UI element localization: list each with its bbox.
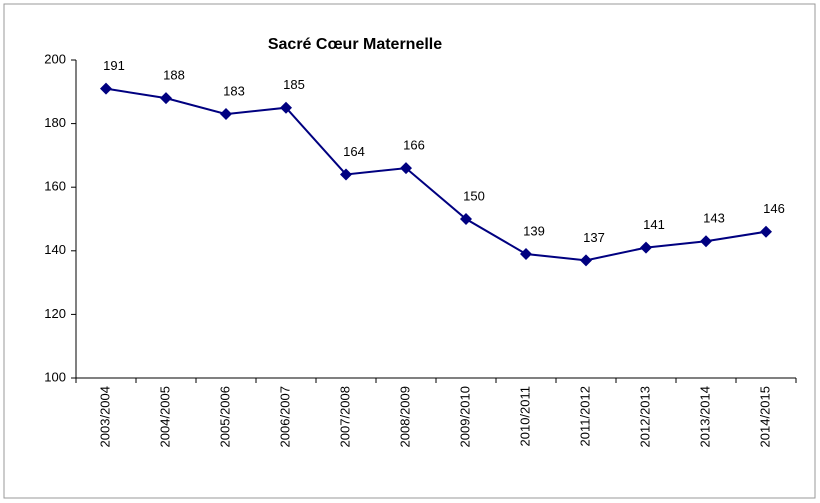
x-tick-label: 2011/2012 (577, 386, 592, 447)
data-label: 188 (163, 68, 185, 83)
marker (580, 254, 592, 267)
data-label: 146 (763, 201, 785, 216)
x-tick-label: 2005/2006 (217, 386, 232, 447)
data-label: 166 (403, 138, 425, 153)
marker (520, 247, 532, 260)
x-tick-label: 2007/2008 (337, 386, 352, 447)
x-tick-label: 2010/2011 (517, 386, 532, 447)
y-tick-label: 200 (44, 51, 66, 66)
marker (460, 213, 472, 225)
marker (640, 241, 652, 254)
x-tick-label: 2013/2014 (697, 386, 712, 447)
data-label: 164 (343, 144, 365, 159)
data-label: 137 (583, 230, 605, 245)
x-tick-label: 2006/2007 (277, 386, 292, 447)
data-label: 191 (103, 58, 125, 73)
data-label: 141 (643, 217, 665, 232)
y-tick-label: 120 (44, 306, 66, 321)
y-tick-label: 180 (44, 115, 66, 130)
chart-frame (3, 3, 816, 499)
marker (760, 225, 772, 238)
x-tick-label: 2014/2015 (757, 386, 772, 447)
x-tick-label: 2004/2005 (157, 386, 172, 447)
x-tick-label: 2008/2009 (397, 386, 412, 447)
y-tick-label: 140 (44, 242, 66, 257)
data-label: 139 (523, 223, 545, 238)
marker (400, 162, 412, 175)
x-tick-label: 2012/2013 (637, 386, 652, 447)
y-tick-label: 100 (44, 369, 66, 384)
data-label: 183 (223, 83, 245, 98)
marker (100, 82, 112, 95)
chart-title: Sacré Cœur Maternelle (268, 36, 442, 53)
x-tick-label: 2009/2010 (457, 386, 472, 447)
y-tick-label: 160 (44, 179, 66, 194)
marker (280, 101, 292, 114)
marker (220, 108, 232, 121)
data-label: 143 (703, 211, 725, 226)
data-label: 185 (283, 77, 305, 92)
x-tick-label: 2003/2004 (97, 386, 112, 447)
data-label: 150 (463, 188, 485, 203)
marker (160, 92, 172, 105)
line (105, 87, 767, 262)
marker (700, 235, 712, 248)
marker (340, 168, 352, 181)
